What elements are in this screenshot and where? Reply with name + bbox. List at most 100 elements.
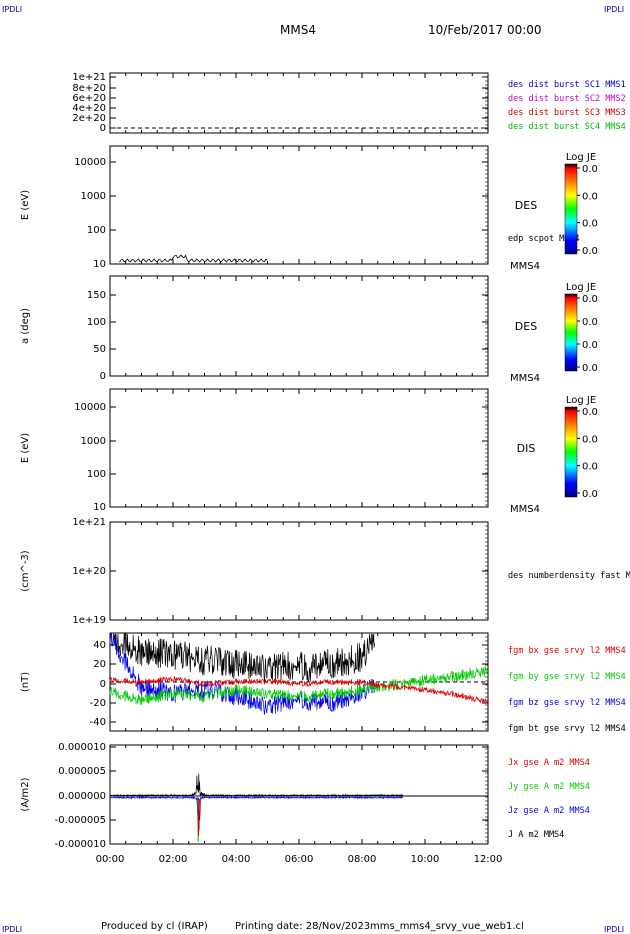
panel-corner-label: MMS4 [510, 504, 540, 515]
spacecraft-title: MMS4 [280, 23, 316, 37]
y-tick-label: 4e+20 [72, 103, 106, 114]
panel-frame [109, 744, 489, 845]
x-tick-label: 08:00 [348, 854, 377, 865]
y-tick-label: 50 [93, 344, 106, 355]
x-tick-label: 04:00 [222, 854, 251, 865]
legend-entry: Jz gse A m2 MMS4 [508, 806, 590, 816]
colorbar-tick-label: 0.0 [582, 340, 598, 351]
corner-label-tr: IPDLI [604, 5, 624, 14]
series-bx [109, 675, 488, 705]
y-tick-label: 1000 [81, 436, 106, 447]
x-tick-label: 02:00 [159, 854, 188, 865]
colorbar-tick-label: 0.0 [582, 363, 598, 374]
colorbar-title: Log JE [566, 282, 596, 293]
y-tick-label: 100 [87, 317, 106, 328]
colorbar-tick-label: 0.0 [582, 462, 598, 473]
y-tick-label: 100 [87, 469, 106, 480]
y-tick-label: 6e+20 [72, 93, 106, 104]
legend-entry: des dist burst SC4 MMS4 [508, 122, 626, 132]
y-tick-label: 0 [100, 371, 106, 382]
panel-frame [109, 72, 489, 134]
legend-entry: des numberdensity fast M [508, 571, 630, 581]
colorbar-title: Log JE [566, 152, 596, 163]
panel-frame [109, 275, 489, 377]
y-tick-label: 20 [93, 659, 106, 670]
y-tick-label: 0.000000 [58, 791, 106, 802]
corner-label-tl: IPDLI [2, 5, 22, 14]
y-tick-label: 1000 [81, 191, 106, 202]
y-tick-label: 1e+21 [72, 517, 106, 528]
y-axis-label: E (eV) [20, 190, 31, 220]
colorbar-tick-label: 0.0 [582, 317, 598, 328]
legend-entry: J A m2 MMS4 [508, 830, 564, 840]
legend-entry: fgm bt gse srvy l2 MMS4 [508, 724, 626, 734]
colorbar [564, 293, 578, 372]
panel-label: DES [515, 199, 537, 212]
y-tick-label: 150 [87, 290, 106, 301]
y-axis-label: (nT) [20, 672, 31, 692]
panel-frame [109, 521, 489, 621]
colorbar-tick-label: 0.0 [582, 219, 598, 230]
y-tick-label: 1e+20 [72, 566, 106, 577]
panel-corner-label: MMS4 [510, 373, 540, 384]
legend-entry: des dist burst SC2 MMS2 [508, 94, 626, 104]
series-j [109, 773, 404, 798]
x-tick-label: 00:00 [96, 854, 125, 865]
y-tick-label: 2e+20 [72, 113, 106, 124]
legend-entry: fgm bx gse srvy l2 MMS4 [508, 646, 626, 656]
legend-entry: fgm by gse srvy l2 MMS4 [508, 672, 626, 682]
y-tick-label: 1e+21 [72, 72, 106, 83]
y-tick-label: 10 [93, 259, 106, 270]
y-tick-label: -40 [90, 717, 106, 728]
y-tick-label: 0.000010 [58, 742, 106, 753]
panel-label: DES [515, 320, 537, 333]
date-title: 10/Feb/2017 00:00 [428, 23, 542, 37]
y-tick-label: 40 [93, 640, 106, 651]
corner-label-bl: IPDLI [2, 925, 22, 934]
y-tick-label: 1e+19 [72, 615, 106, 626]
x-tick-label: 12:00 [474, 854, 503, 865]
panel-label: DIS [517, 442, 536, 455]
footer-produced: Produced by cl (IRAP) [101, 921, 208, 932]
series-by [109, 665, 488, 706]
y-tick-label: 100 [87, 225, 106, 236]
series-bz [109, 633, 375, 715]
y-tick-label: 10000 [74, 157, 106, 168]
colorbar [564, 163, 578, 255]
y-tick-label: -0.000005 [55, 815, 106, 826]
legend-entry: Jx gse A m2 MMS4 [508, 758, 590, 768]
y-tick-label: -0.000010 [55, 839, 106, 850]
y-axis-label: E (eV) [20, 433, 31, 463]
x-tick-label: 06:00 [285, 854, 314, 865]
panel-corner-label: MMS4 [510, 261, 540, 272]
y-axis-label: (cm^-3) [20, 550, 31, 591]
y-tick-label: 0 [100, 123, 106, 134]
colorbar-tick-label: 0.0 [582, 164, 598, 175]
footer-printing: Printing date: 28/Nov/2023 [235, 921, 370, 932]
panel-sublabel: edp scpot MMS4 [508, 234, 580, 244]
panels: 1e+218e+206e+204e+202e+20010000100010010… [20, 72, 630, 865]
series-jx [197, 797, 200, 837]
legend-entry: des dist burst SC3 MMS3 [508, 108, 626, 118]
y-tick-label: 0.000005 [58, 766, 106, 777]
corner-label-br: IPDLI [604, 925, 624, 934]
colorbar-tick-label: 0.0 [582, 191, 598, 202]
y-tick-label: 10000 [74, 402, 106, 413]
colorbar-tick-label: 0.0 [582, 246, 598, 257]
y-tick-label: 10 [93, 502, 106, 513]
panel-frame [109, 145, 489, 265]
y-tick-label: 8e+20 [72, 83, 106, 94]
series-jz [109, 795, 404, 830]
scpot-trace [119, 254, 268, 263]
legend-entry: des dist burst SC1 MMS1 [508, 80, 626, 90]
y-axis-label: a (deg) [20, 308, 31, 344]
colorbar-tick-label: 0.0 [582, 434, 598, 445]
colorbar-tick-label: 0.0 [582, 407, 598, 418]
x-tick-label: 10:00 [411, 854, 440, 865]
series-bt [109, 633, 375, 682]
colorbar-tick-label: 0.0 [582, 294, 598, 305]
footer-file: mms_mms4_srvy_vue_web1.cl [370, 921, 524, 932]
legend-entry: Jy gse A m2 MMS4 [508, 782, 590, 792]
panel-frame [109, 388, 489, 508]
